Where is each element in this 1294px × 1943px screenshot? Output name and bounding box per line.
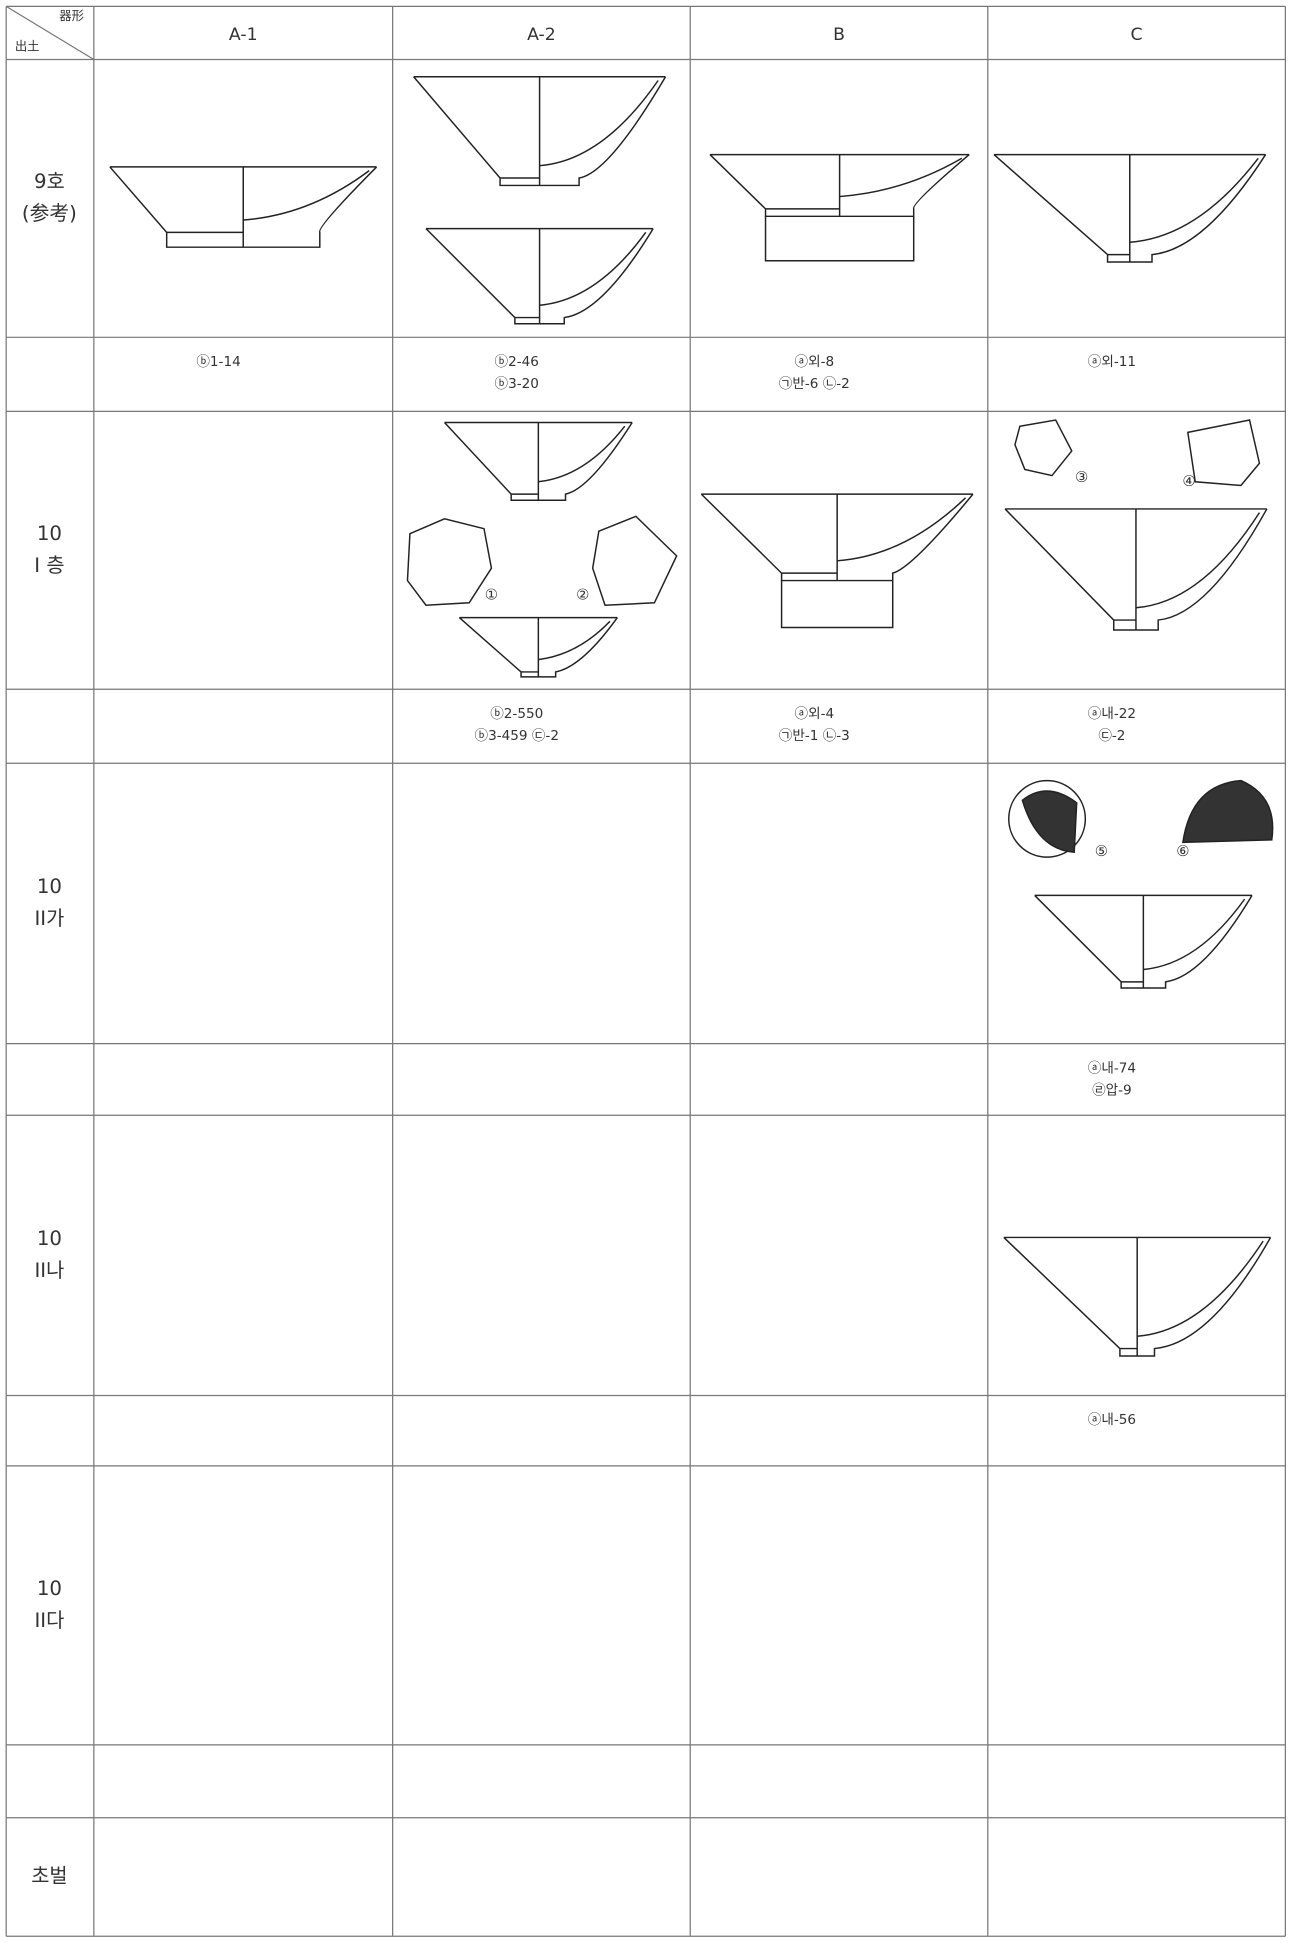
row-label: I 층 <box>34 554 64 577</box>
bowl-section <box>1121 898 1246 983</box>
caption: ⓑ1-14 <box>196 354 240 370</box>
caption: ⓑ3-459 ㉢-2 <box>475 728 559 744</box>
caption: ㉢-2 <box>1098 728 1125 744</box>
corner-diagonal <box>5 5 95 61</box>
column-header: A-1 <box>229 25 258 45</box>
fragment-number: ② <box>576 586 589 603</box>
caption: ⓑ3-20 <box>495 376 539 392</box>
bowl-section <box>166 170 370 234</box>
table-grid <box>5 5 1286 1937</box>
bowl-section <box>765 157 963 210</box>
corner-label: 器形 <box>59 9 84 23</box>
caption: ⓑ2-550 <box>490 706 543 722</box>
fragment-drawing <box>1014 419 1073 477</box>
caption: ⓐ외-8 <box>795 354 835 370</box>
caption: ⓐ내-22 <box>1088 706 1136 722</box>
caption: ⓐ내-74 <box>1088 1060 1136 1076</box>
caption: ⓐ내-56 <box>1088 1412 1136 1428</box>
caption: ⓐ외-4 <box>795 706 835 722</box>
fragment-number: ① <box>485 586 498 603</box>
bowl-section <box>781 497 967 574</box>
drawings <box>109 76 1274 1357</box>
bowl-section <box>1119 1240 1264 1350</box>
fragment-drawing <box>1182 779 1274 844</box>
bowl-section <box>1113 512 1261 621</box>
row-label: 9호 <box>34 170 65 193</box>
bowl-section <box>521 620 611 673</box>
corner-label: 出土 <box>15 40 40 54</box>
fragment-drawing <box>1021 790 1078 853</box>
row-label: II나 <box>34 1259 64 1282</box>
caption: ㉠반-6 ㉡-2 <box>779 376 850 392</box>
fragment-number: ⑤ <box>1095 843 1108 860</box>
column-header: B <box>833 25 845 45</box>
bowl-foot <box>764 216 915 262</box>
fragment-number: ④ <box>1182 473 1195 490</box>
row-label: 10 <box>37 522 62 545</box>
fragment-circle <box>1008 779 1087 858</box>
row-label: 10 <box>37 1227 62 1250</box>
caption: ㉠반-1 ㉡-3 <box>779 728 850 744</box>
fragment-number: ⑥ <box>1176 843 1189 860</box>
caption: ⓑ2-46 <box>495 354 539 370</box>
row-label: 10 <box>37 1577 62 1600</box>
row-label: II가 <box>34 907 64 930</box>
caption: ㉣압-9 <box>1092 1083 1132 1099</box>
column-header: A-2 <box>527 25 556 45</box>
fragment-drawing <box>591 515 678 607</box>
row-label: 10 <box>37 875 62 898</box>
fragment-number: ③ <box>1075 469 1088 486</box>
row-label: II다 <box>34 1609 64 1632</box>
row-label: 초벌 <box>31 1865 67 1888</box>
bowl-section <box>511 425 626 495</box>
fragment-drawing <box>1186 419 1261 487</box>
row-label: (参考) <box>22 202 77 225</box>
fragment-drawing <box>406 518 493 607</box>
column-header: C <box>1131 25 1143 45</box>
bowl-foot <box>780 580 894 629</box>
bowl-section <box>514 231 647 319</box>
bowl-section <box>500 80 659 179</box>
bowl-section <box>1107 157 1259 256</box>
caption: ⓐ외-11 <box>1088 354 1136 370</box>
